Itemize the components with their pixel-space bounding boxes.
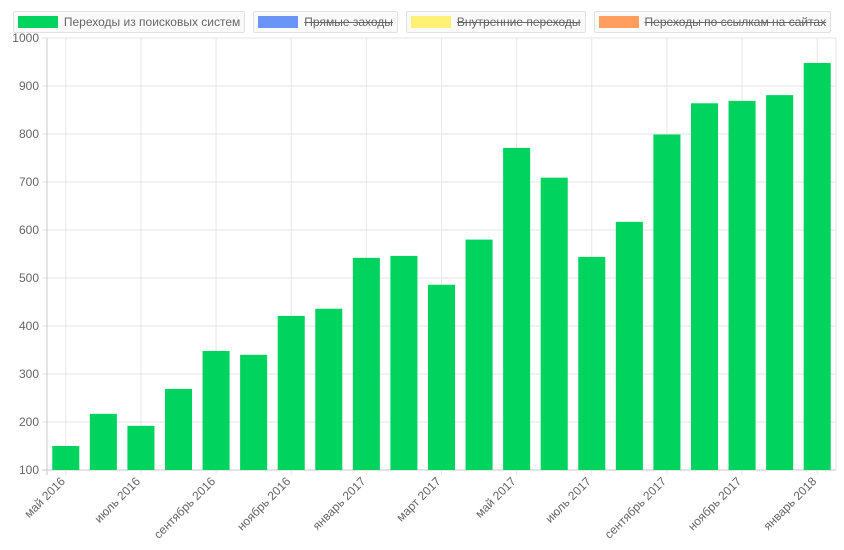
bar[interactable] bbox=[728, 100, 756, 470]
bar[interactable] bbox=[315, 308, 343, 470]
legend-label: Переходы из поисковых систем bbox=[63, 15, 241, 29]
bar[interactable] bbox=[803, 62, 831, 471]
x-tick-label: январь 2018 bbox=[761, 474, 820, 533]
x-tick-label: сентябрь 2016 bbox=[151, 474, 218, 541]
bar[interactable] bbox=[352, 257, 380, 470]
y-tick-label: 300 bbox=[19, 367, 39, 381]
bar[interactable] bbox=[690, 103, 719, 470]
bar[interactable] bbox=[127, 425, 155, 470]
y-tick-label: 100 bbox=[19, 463, 39, 477]
legend-swatch bbox=[598, 16, 639, 28]
chart-legend: Переходы из поисковых систем Прямые заход… bbox=[0, 11, 844, 33]
bar[interactable] bbox=[540, 177, 568, 470]
legend-item-1[interactable]: Прямые заходы bbox=[253, 11, 398, 33]
y-tick-label: 200 bbox=[19, 415, 39, 429]
x-tick-label: ноябрь 2017 bbox=[685, 474, 744, 533]
y-tick-label: 900 bbox=[19, 79, 39, 93]
legend-label: Прямые заходы bbox=[304, 15, 393, 29]
bar[interactable] bbox=[164, 388, 193, 470]
x-tick-label: май 2016 bbox=[21, 474, 68, 521]
legend-item-3[interactable]: Переходы по ссылкам на сайтах bbox=[593, 11, 832, 33]
y-tick-label: 500 bbox=[19, 271, 39, 285]
legend-swatch bbox=[258, 16, 299, 28]
x-tick-label: март 2017 bbox=[394, 474, 444, 524]
bar[interactable] bbox=[52, 446, 80, 470]
bar[interactable] bbox=[390, 255, 418, 470]
bar[interactable] bbox=[89, 413, 117, 470]
bar[interactable] bbox=[578, 256, 606, 470]
y-axis-ticks: 100 200 300 400 500 600 700 800 900 1000 bbox=[12, 31, 39, 477]
y-tick-label: 1000 bbox=[12, 31, 39, 45]
bar[interactable] bbox=[653, 134, 681, 471]
x-tick-label: июль 2016 bbox=[92, 474, 144, 526]
bar[interactable] bbox=[427, 284, 456, 470]
bar[interactable] bbox=[615, 221, 643, 470]
x-tick-label: январь 2017 bbox=[310, 474, 369, 533]
y-tick-label: 700 bbox=[19, 175, 39, 189]
y-tick-label: 400 bbox=[19, 319, 39, 333]
legend-label: Переходы по ссылкам на сайтах bbox=[644, 15, 827, 29]
x-tick-label: июль 2017 bbox=[542, 474, 594, 526]
x-tick-label: сентябрь 2017 bbox=[602, 474, 669, 541]
legend-swatch bbox=[17, 16, 58, 28]
bar[interactable] bbox=[465, 239, 493, 470]
x-tick-label: май 2017 bbox=[472, 474, 519, 521]
y-tick-label: 600 bbox=[19, 223, 39, 237]
x-tick-label: ноябрь 2016 bbox=[234, 474, 293, 533]
y-tick-label: 800 bbox=[19, 127, 39, 141]
bar[interactable] bbox=[277, 315, 305, 470]
bar[interactable] bbox=[202, 350, 230, 470]
legend-swatch bbox=[410, 16, 451, 28]
bar[interactable] bbox=[766, 95, 794, 471]
legend-label: Внутренние переходы bbox=[456, 15, 581, 29]
x-axis-ticks: май 2016 июль 2016 сентябрь 2016 ноябрь 201… bbox=[21, 474, 819, 541]
bar[interactable] bbox=[503, 147, 531, 471]
legend-item-2[interactable]: Внутренние переходы bbox=[405, 11, 586, 33]
legend-item-0[interactable]: Переходы из поисковых систем bbox=[12, 11, 246, 33]
bar[interactable] bbox=[240, 354, 268, 470]
bars bbox=[52, 62, 831, 471]
